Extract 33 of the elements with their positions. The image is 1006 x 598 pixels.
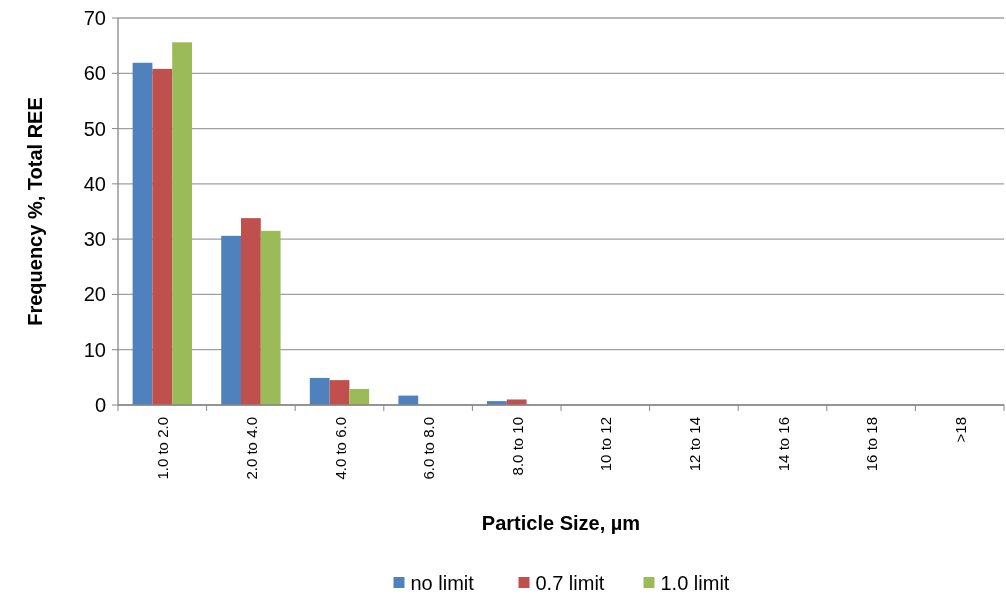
bar (349, 388, 370, 405)
x-tick-label: 10 to 12 (597, 417, 615, 472)
bar (309, 377, 330, 405)
bar (152, 68, 173, 405)
x-tick-label: 12 to 14 (685, 417, 703, 472)
y-tick-label: 20 (83, 283, 106, 306)
x-tick-label: 4.0 to 6.0 (331, 417, 349, 480)
y-tick-label: 30 (83, 228, 106, 251)
bar (132, 62, 153, 405)
legend-label: 1.0 limit (660, 572, 730, 594)
x-tick-label: 1.0 to 2.0 (154, 417, 172, 480)
bar (329, 380, 350, 405)
y-tick-label: 0 (94, 394, 106, 416)
bar (221, 235, 242, 405)
bar (260, 230, 281, 405)
bar (172, 42, 192, 405)
bar (241, 218, 261, 405)
x-tick-label: >18 (951, 417, 969, 443)
legend-label: 0.7 limit (535, 572, 605, 594)
y-tick-label: 60 (83, 62, 106, 85)
x-tick-label: 8.0 to 10 (508, 417, 526, 476)
bar (506, 399, 527, 405)
y-tick-label: 70 (83, 7, 106, 29)
y-tick-label: 50 (83, 117, 106, 140)
y-tick-label: 10 (83, 338, 106, 361)
x-axis-title: Particle Size, µm (481, 512, 641, 534)
legend-label: no limit (410, 572, 475, 594)
y-axis-title: Frequency %, Total REE (24, 97, 46, 326)
y-tick-label: 40 (83, 172, 106, 195)
x-tick-label: 16 to 18 (863, 417, 881, 472)
x-tick-label: 14 to 16 (774, 417, 792, 472)
x-tick-label: 6.0 to 8.0 (420, 417, 438, 480)
x-tick-label: 2.0 to 4.0 (242, 417, 260, 480)
